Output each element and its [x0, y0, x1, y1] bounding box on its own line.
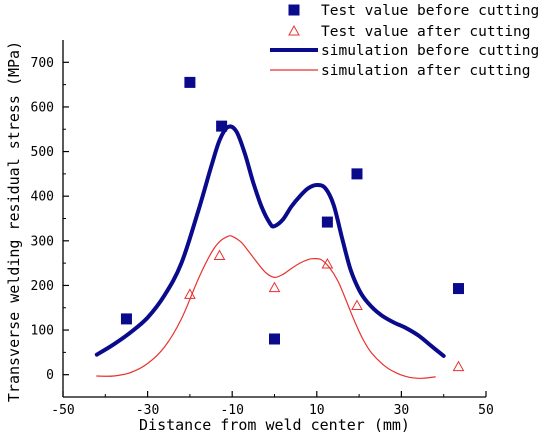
y-tick-label: 500	[31, 145, 54, 160]
y-tick-label: 400	[31, 190, 54, 205]
x-tick-label: 10	[309, 403, 325, 418]
y-tick-label: 100	[31, 324, 54, 339]
legend-label: Test value after cutting	[321, 24, 531, 40]
data-point	[452, 360, 465, 372]
x-axis-ticks: -50 -30 -10 10 30 50	[51, 391, 494, 418]
y-tick-label: 200	[31, 279, 54, 294]
data-point	[269, 333, 280, 345]
series-3	[96, 235, 436, 379]
series-line	[94, 124, 446, 358]
data-point	[268, 281, 281, 293]
series-2	[94, 124, 446, 358]
y-tick-label: 700	[31, 56, 54, 71]
x-tick-label: 50	[478, 403, 494, 418]
legend: Test value before cutting Test value afte…	[270, 3, 539, 79]
y-axis-ticks: 0 100 200 300 400 500 600 700	[31, 56, 69, 383]
y-axis-title: Transverse welding residual stress (MPa)	[5, 41, 23, 402]
data-point	[453, 283, 465, 295]
data-point	[351, 168, 363, 180]
y-tick-label: 600	[31, 100, 54, 115]
y-tick-label: 300	[31, 234, 54, 249]
data-point	[213, 249, 226, 261]
x-tick-label: -10	[220, 403, 243, 418]
legend-label: Test value before cutting	[321, 3, 539, 19]
data-point	[321, 216, 333, 228]
series-line	[96, 235, 436, 379]
y-tick-label: 0	[46, 368, 54, 383]
legend-label: simulation before cutting	[321, 43, 539, 59]
legend-marker	[288, 4, 300, 16]
x-tick-label: 30	[394, 403, 410, 418]
data-point	[216, 120, 228, 132]
legend-marker	[288, 24, 300, 36]
data-point	[321, 257, 334, 269]
series-0	[120, 76, 465, 345]
plot-series	[94, 76, 465, 379]
data-point	[184, 76, 196, 88]
x-tick-label: -50	[51, 403, 74, 418]
data-point	[120, 313, 132, 325]
series-1	[184, 249, 465, 372]
legend-label: simulation after cutting	[321, 63, 531, 79]
x-axis-title: Distance from weld center (mm)	[139, 416, 410, 434]
x-tick-label: -30	[136, 403, 159, 418]
data-point	[351, 299, 363, 311]
